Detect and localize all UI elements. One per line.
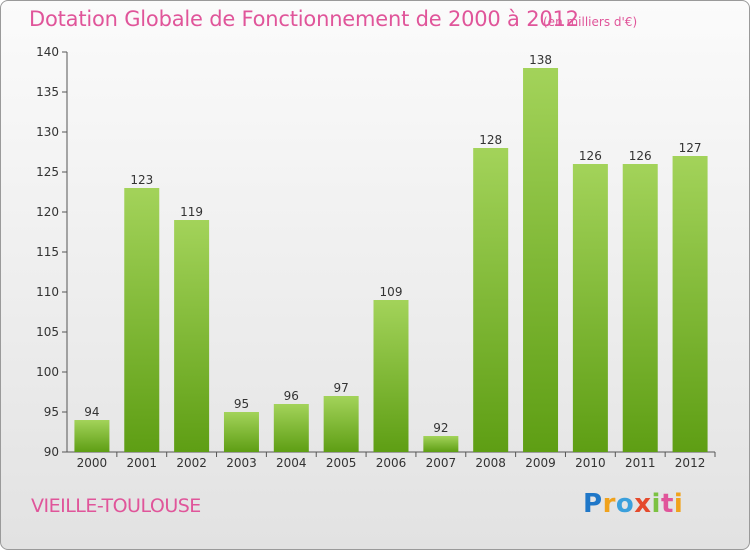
bar bbox=[74, 420, 110, 452]
data-label: 97 bbox=[334, 381, 349, 395]
y-tick-label: 95 bbox=[44, 405, 59, 419]
bar bbox=[672, 156, 708, 452]
logo-letter: o bbox=[615, 489, 635, 519]
x-tick-label: 2012 bbox=[675, 456, 706, 470]
data-label: 126 bbox=[579, 149, 602, 163]
bar bbox=[423, 436, 459, 452]
data-label: 127 bbox=[679, 141, 702, 155]
data-label: 126 bbox=[629, 149, 652, 163]
bar bbox=[572, 164, 608, 452]
x-tick-label: 2003 bbox=[226, 456, 257, 470]
x-tick-label: 2000 bbox=[77, 456, 108, 470]
x-tick-label: 2008 bbox=[475, 456, 506, 470]
x-tick-label: 2009 bbox=[525, 456, 556, 470]
data-label: 95 bbox=[234, 397, 249, 411]
x-tick-label: 2006 bbox=[376, 456, 407, 470]
y-tick-label: 130 bbox=[36, 125, 59, 139]
x-tick-label: 2011 bbox=[625, 456, 656, 470]
data-label: 92 bbox=[433, 421, 448, 435]
logo-letter: i bbox=[673, 489, 684, 519]
data-label: 109 bbox=[380, 285, 403, 299]
logo-letter: t bbox=[660, 489, 674, 519]
y-tick-label: 120 bbox=[36, 205, 59, 219]
y-tick-label: 110 bbox=[36, 285, 59, 299]
logo-letter: r bbox=[602, 489, 616, 519]
bar bbox=[373, 300, 409, 452]
y-tick-label: 135 bbox=[36, 85, 59, 99]
bar bbox=[523, 68, 559, 452]
data-label: 96 bbox=[284, 389, 299, 403]
x-tick-label: 2005 bbox=[326, 456, 357, 470]
data-label: 94 bbox=[84, 405, 99, 419]
data-label: 138 bbox=[529, 53, 552, 67]
logo-letter: P bbox=[583, 489, 603, 519]
x-tick-label: 2010 bbox=[575, 456, 606, 470]
y-tick-label: 125 bbox=[36, 165, 59, 179]
logo-letter: i bbox=[651, 489, 661, 519]
bar bbox=[323, 396, 359, 452]
bar-chart: 90 95 100 105 110 115 120 125 130 135 140 2000 2001 2… bbox=[36, 45, 716, 470]
x-tick-label: 2007 bbox=[426, 456, 457, 470]
x-tick-label: 2001 bbox=[126, 456, 157, 470]
x-tick-label: 2002 bbox=[176, 456, 207, 470]
proxiti-logo: Proxiti bbox=[583, 489, 683, 519]
bar bbox=[223, 412, 259, 452]
bar bbox=[473, 148, 509, 452]
bar bbox=[174, 220, 210, 452]
unit-label: (en milliers d'€) bbox=[543, 15, 638, 29]
y-tick-label: 90 bbox=[44, 445, 59, 459]
y-tick-label: 140 bbox=[36, 45, 59, 59]
y-tick-label: 115 bbox=[36, 245, 59, 259]
data-label: 123 bbox=[130, 173, 153, 187]
data-label: 128 bbox=[479, 133, 502, 147]
bar bbox=[622, 164, 658, 452]
bar bbox=[273, 404, 309, 452]
y-tick-label: 105 bbox=[36, 325, 59, 339]
data-label: 119 bbox=[180, 205, 203, 219]
y-tick-label: 100 bbox=[36, 365, 59, 379]
logo-letter: x bbox=[634, 489, 652, 519]
bar bbox=[124, 188, 160, 452]
commune-name: VIEILLE-TOULOUSE bbox=[31, 495, 201, 517]
chart-title: Dotation Globale de Fonctionnement de 20… bbox=[29, 7, 579, 31]
x-tick-label: 2004 bbox=[276, 456, 307, 470]
